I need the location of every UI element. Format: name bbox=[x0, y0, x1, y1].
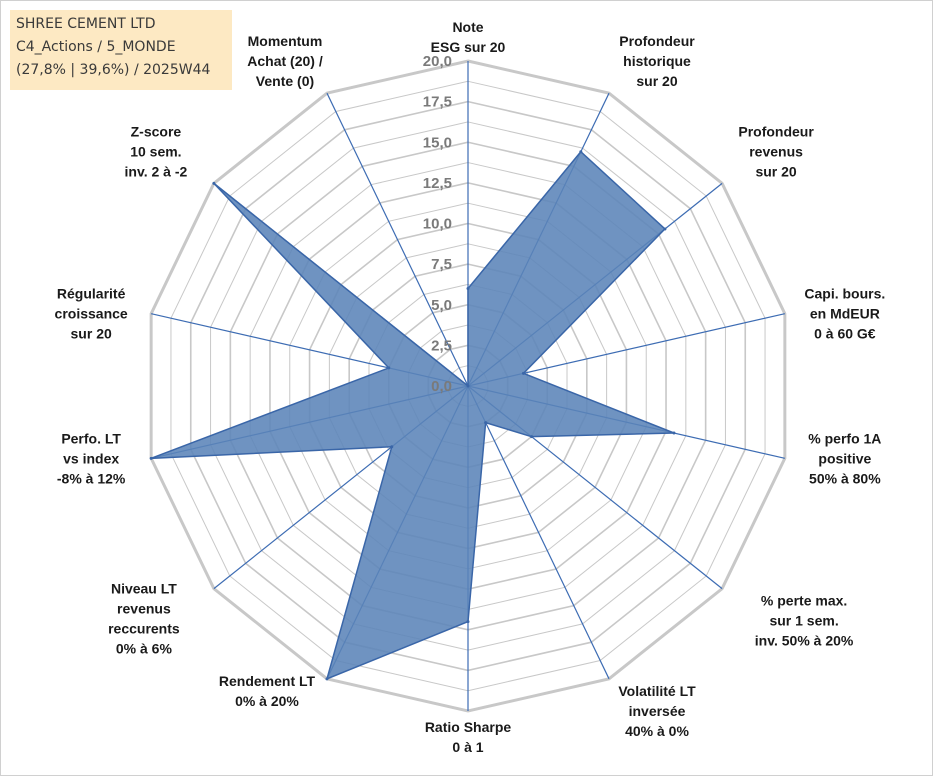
data-point bbox=[390, 445, 394, 449]
tick-label: 12,5 bbox=[423, 175, 452, 192]
data-point bbox=[149, 456, 153, 460]
axis-label-line: 0% à 20% bbox=[235, 693, 299, 709]
axis-label-line: Note bbox=[452, 19, 483, 35]
axis-label-line: inv. 50% à 20% bbox=[755, 633, 854, 649]
tick-label: 2,5 bbox=[431, 337, 452, 354]
tick-label: 5,0 bbox=[431, 297, 452, 314]
radar-tick-labels: 0,0 2,5 5,0 7,5 10,0 12,5 15,0 17,5 20,0 bbox=[423, 53, 452, 395]
axis-label-line: 0 à 1 bbox=[452, 739, 483, 755]
radar-series bbox=[149, 150, 676, 681]
axis-label-line: revenus bbox=[117, 601, 171, 617]
axis-label-line: ESG sur 20 bbox=[431, 39, 506, 55]
axis-label-line: 50% à 80% bbox=[809, 470, 881, 486]
axis-label-line: 10 sem. bbox=[130, 143, 181, 159]
axis-label-line: inv. 2 à -2 bbox=[125, 163, 188, 179]
axis-label-line: Achat (20) / bbox=[247, 53, 323, 69]
axis-label: Rendement LT 0% à 20% bbox=[219, 673, 316, 709]
tick-label: 10,0 bbox=[423, 216, 452, 233]
axis-label-line: -8% à 12% bbox=[57, 470, 126, 486]
axis-label: Niveau LT revenus reccurents 0% à 6% bbox=[108, 581, 180, 657]
axis-label: Profondeur historique sur 20 bbox=[619, 33, 695, 89]
axis-label-line: sur 20 bbox=[636, 73, 677, 89]
tick-label: 7,5 bbox=[431, 256, 452, 273]
axis-label-line: en MdEUR bbox=[810, 306, 880, 322]
data-point bbox=[325, 677, 329, 681]
axis-label-line: 40% à 0% bbox=[625, 723, 689, 739]
axis-label: Note ESG sur 20 bbox=[431, 19, 506, 55]
stats-line: (27,8% | 39,6%) / 2025W44 bbox=[16, 62, 211, 78]
data-point bbox=[212, 181, 216, 185]
data-point bbox=[663, 227, 667, 231]
data-point bbox=[530, 435, 534, 439]
data-point bbox=[521, 371, 525, 375]
axis-label-line: 0% à 6% bbox=[116, 641, 173, 657]
axis-label-line: Momentum bbox=[248, 33, 323, 49]
data-point bbox=[387, 366, 391, 370]
axis-label-line: Z-score bbox=[131, 123, 182, 139]
axis-label-line: Vente (0) bbox=[256, 73, 314, 89]
tick-label: 20,0 bbox=[423, 53, 452, 70]
axis-label-line: Perfo. LT bbox=[61, 430, 121, 446]
axis-label: % perfo 1A positive 50% à 80% bbox=[808, 430, 881, 486]
axis-label-line: % perte max. bbox=[761, 593, 847, 609]
radar-axis-labels: Note ESG sur 20 Profondeur historique sur 20… bbox=[55, 19, 886, 755]
data-point bbox=[672, 431, 676, 435]
axis-label-line: sur 1 sem. bbox=[769, 613, 838, 629]
axis-label: Perfo. LT vs index -8% à 12% bbox=[57, 430, 126, 486]
axis-label-line: historique bbox=[623, 53, 691, 69]
axis-label-line: positive bbox=[818, 450, 871, 466]
data-point bbox=[579, 150, 583, 154]
data-point bbox=[484, 421, 488, 425]
company-name: SHREE CEMENT LTD bbox=[16, 16, 156, 32]
data-point bbox=[466, 287, 470, 290]
axis-label-line: inversée bbox=[629, 703, 686, 719]
axis-label: Profondeur revenus sur 20 bbox=[738, 123, 814, 179]
axis-label-line: Niveau LT bbox=[111, 581, 177, 597]
axis-label: Ratio Sharpe 0 à 1 bbox=[425, 719, 512, 755]
axis-label-line: % perfo 1A bbox=[808, 430, 881, 446]
axis-label: Capi. bours. en MdEUR 0 à 60 G€ bbox=[804, 286, 885, 342]
axis-label-line: reccurents bbox=[108, 621, 180, 637]
axis-label-line: Profondeur bbox=[738, 123, 814, 139]
tick-label: 15,0 bbox=[423, 134, 452, 151]
axis-label: % perte max. sur 1 sem. inv. 50% à 20% bbox=[755, 593, 854, 649]
axis-label-line: revenus bbox=[749, 143, 803, 159]
axis-label-line: Profondeur bbox=[619, 33, 695, 49]
axis-label-line: Capi. bours. bbox=[804, 286, 885, 302]
axis-label-line: Volatilité LT bbox=[618, 683, 696, 699]
data-point bbox=[466, 384, 470, 388]
axis-label-line: Régularité bbox=[57, 286, 126, 302]
axis-label: Momentum Achat (20) / Vente (0) bbox=[247, 33, 323, 89]
axis-spoke bbox=[467, 385, 610, 680]
tick-label: 0,0 bbox=[431, 378, 452, 395]
axis-label: Z-score 10 sem. inv. 2 à -2 bbox=[125, 123, 188, 179]
axis-label-line: 0 à 60 G€ bbox=[814, 326, 876, 342]
axis-label-line: sur 20 bbox=[71, 326, 112, 342]
axis-label-line: croissance bbox=[55, 306, 128, 322]
category-line: C4_Actions / 5_MONDE bbox=[16, 39, 176, 55]
axis-label-line: sur 20 bbox=[755, 163, 796, 179]
axis-label-line: Rendement LT bbox=[219, 673, 316, 689]
chart-header: SHREE CEMENT LTD C4_Actions / 5_MONDE (2… bbox=[10, 10, 232, 90]
axis-spoke bbox=[326, 92, 469, 387]
axis-label: Régularité croissance sur 20 bbox=[55, 286, 128, 342]
axis-label: Volatilité LT inversée 40% à 0% bbox=[618, 683, 696, 739]
tick-label: 17,5 bbox=[423, 94, 452, 111]
axis-label-line: Ratio Sharpe bbox=[425, 719, 512, 735]
axis-label-line: vs index bbox=[63, 450, 119, 466]
data-point bbox=[466, 620, 470, 624]
